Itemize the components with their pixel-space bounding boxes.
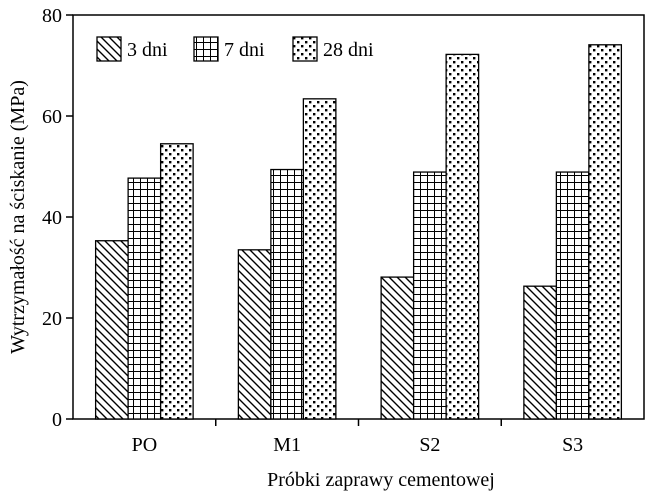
x-axis-title: Próbki zaprawy cementowej: [267, 469, 495, 491]
x-axis: PO M1 S2 S3: [132, 419, 583, 456]
bar-m1-2: [302, 98, 337, 420]
y-tick-label: 80: [42, 5, 62, 27]
legend-label: 3 dni: [127, 39, 168, 61]
legend-swatch: [292, 36, 318, 62]
legend-label: 28 dni: [323, 39, 374, 61]
bar-po-2: [159, 143, 194, 420]
bar-s2-0: [380, 276, 415, 420]
x-tick-label: S2: [419, 434, 440, 456]
bar-s3-0: [523, 285, 558, 420]
y-axis: 0 20 40 60 80: [42, 5, 73, 431]
bar-m1-0: [237, 249, 272, 420]
bar-po-1: [127, 177, 162, 420]
x-tick-label: S3: [562, 434, 583, 456]
y-axis-title: Wytrzymałość na ściskanie (MPa): [7, 80, 29, 354]
legend-swatch: [96, 36, 122, 62]
y-tick-label: 0: [52, 409, 62, 431]
bar-s2-1: [412, 171, 447, 420]
y-tick-label: 40: [42, 207, 62, 229]
bars-group: [94, 44, 623, 420]
bar-s2-2: [445, 53, 480, 420]
y-tick-label: 20: [42, 308, 62, 330]
y-tick-label: 60: [42, 106, 62, 128]
bar-s3-1: [555, 171, 590, 420]
legend: 3 dni 7 dni 28 dni: [96, 36, 374, 62]
bar-s3-2: [588, 44, 623, 420]
bar-m1-1: [270, 168, 305, 420]
legend-label: 7 dni: [224, 39, 265, 61]
legend-swatch: [193, 36, 219, 62]
x-tick-label: M1: [273, 434, 301, 456]
bar-po-0: [94, 240, 129, 420]
x-tick-label: PO: [132, 434, 158, 456]
